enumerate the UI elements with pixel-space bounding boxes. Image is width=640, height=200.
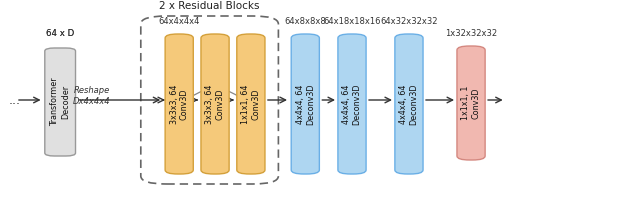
Text: 2 x Residual Blocks: 2 x Residual Blocks	[159, 1, 260, 11]
FancyBboxPatch shape	[45, 48, 76, 156]
Text: 4x4x4, 64
Deconv3D: 4x4x4, 64 Deconv3D	[342, 83, 362, 125]
FancyBboxPatch shape	[457, 46, 485, 160]
Text: ...: ...	[8, 94, 20, 106]
Text: 1x1x1, 64
Conv3D: 1x1x1, 64 Conv3D	[241, 84, 260, 124]
Text: 3x3x3, 64
Conv3D: 3x3x3, 64 Conv3D	[205, 84, 225, 124]
Text: 64x18x18x16: 64x18x18x16	[323, 17, 381, 26]
FancyBboxPatch shape	[395, 34, 423, 174]
Text: 64 x D: 64 x D	[46, 29, 74, 38]
Text: 64x8x8x8: 64x8x8x8	[284, 17, 326, 26]
FancyBboxPatch shape	[201, 34, 229, 174]
Text: 64x32x32x32: 64x32x32x32	[380, 17, 438, 26]
Text: 64x4x4x4: 64x4x4x4	[159, 17, 200, 26]
FancyBboxPatch shape	[237, 34, 265, 174]
Text: 4x4x4, 64
Deconv3D: 4x4x4, 64 Deconv3D	[399, 83, 419, 125]
Text: 4x4x4, 64
Deconv3D: 4x4x4, 64 Deconv3D	[296, 83, 315, 125]
Text: 1x32x32x32: 1x32x32x32	[445, 29, 497, 38]
FancyBboxPatch shape	[165, 34, 193, 174]
Text: 3x3x3, 64
Conv3D: 3x3x3, 64 Conv3D	[170, 84, 189, 124]
Text: 64 x D: 64 x D	[46, 29, 74, 38]
Text: 1x1x1, 1
Conv3D: 1x1x1, 1 Conv3D	[461, 86, 481, 120]
FancyBboxPatch shape	[338, 34, 366, 174]
Text: Reshape
Dx4x4x4: Reshape Dx4x4x4	[73, 86, 110, 106]
FancyBboxPatch shape	[291, 34, 319, 174]
Text: Transformer
Decoder: Transformer Decoder	[51, 78, 70, 126]
